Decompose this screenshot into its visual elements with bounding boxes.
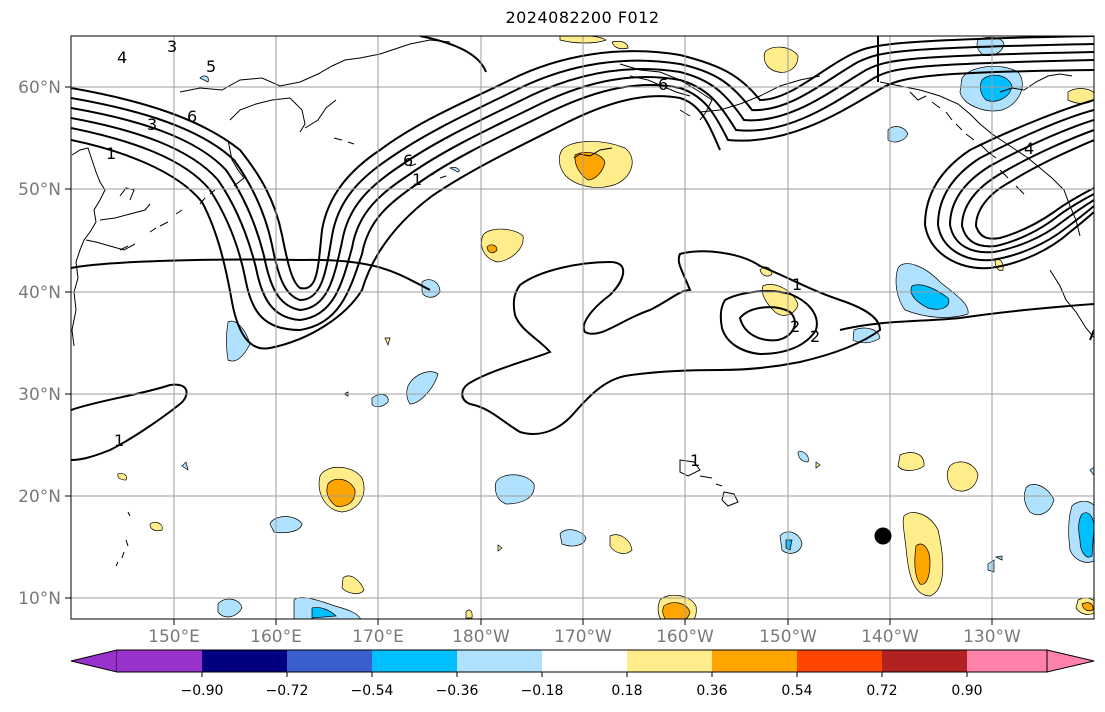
svg-text:1: 1	[412, 170, 422, 189]
svg-text:4: 4	[117, 48, 127, 67]
map-title: 2024082200 F012	[505, 8, 660, 27]
colorbar-tick-label: 0.18	[611, 683, 642, 699]
colorbar-segment	[117, 650, 202, 672]
colorbar-tick-label: −0.72	[266, 683, 309, 699]
colorbar-tick-label: −0.90	[181, 683, 224, 699]
colorbar-segment	[202, 650, 287, 672]
svg-text:1: 1	[690, 451, 700, 470]
colorbar-tick-label: 0.54	[781, 683, 812, 699]
longitude-labels: 150°E 160°E 170°E 180°W 170°W 160°W 150°…	[148, 627, 1021, 647]
colorbar-tick-label: 0.36	[696, 683, 727, 699]
colorbar-max-extend	[1046, 649, 1095, 673]
svg-text:5: 5	[206, 57, 216, 76]
svg-text:2: 2	[810, 327, 820, 346]
lat-label: 60°N	[18, 78, 61, 98]
lon-label: 170°E	[352, 627, 404, 647]
lon-label: 150°E	[148, 627, 200, 647]
lon-label: 140°W	[861, 627, 919, 647]
lon-label: 160°W	[656, 627, 714, 647]
colorbar-segment	[542, 650, 627, 672]
lat-label: 40°N	[18, 283, 61, 303]
marker-dot	[874, 527, 892, 545]
graticule	[71, 36, 1094, 619]
lon-label: 130°W	[963, 627, 1021, 647]
svg-text:6: 6	[403, 151, 413, 170]
colorbar-tick-label: 0.72	[866, 683, 897, 699]
colorbar-min-extend	[70, 649, 118, 673]
colorbar-segment	[372, 650, 457, 672]
colorbar-segment	[797, 650, 882, 672]
lon-label: 150°W	[759, 627, 817, 647]
lat-label: 10°N	[18, 589, 61, 609]
axis-ticks	[65, 86, 993, 625]
lon-label: 180°W	[452, 627, 510, 647]
svg-text:3: 3	[167, 37, 177, 56]
svg-text:4: 4	[1024, 139, 1034, 158]
latitude-labels: 60°N 50°N 40°N 30°N 20°N 10°N	[18, 78, 61, 609]
lat-label: 50°N	[18, 180, 61, 200]
svg-text:3: 3	[147, 115, 157, 134]
svg-text:1: 1	[792, 275, 802, 294]
colorbar-segment	[627, 650, 712, 672]
svg-text:6: 6	[658, 75, 668, 94]
contour-lines	[71, 36, 1094, 461]
colorbar-tick-label: −0.18	[521, 683, 564, 699]
lat-label: 30°N	[18, 385, 61, 405]
colorbar-segment	[712, 650, 797, 672]
colorbar-segment	[967, 650, 1047, 672]
lon-label: 160°E	[250, 627, 302, 647]
svg-text:1: 1	[114, 431, 124, 450]
coastlines	[71, 39, 1094, 567]
colorbar-segment	[882, 650, 967, 672]
colorbar-tick-label: 0.90	[951, 683, 982, 699]
svg-text:1: 1	[106, 144, 116, 163]
contour-labels: 3 4 5 3 6 1 6 1 1 2 1 1 2 4 6	[106, 37, 1034, 470]
lon-label: 170°W	[554, 627, 612, 647]
colorbar-tick-label: −0.36	[436, 683, 479, 699]
colorbar-segment	[287, 650, 372, 672]
colorbar-tick-label: −0.54	[351, 683, 394, 699]
colorbar-segment	[457, 650, 542, 672]
lat-label: 20°N	[18, 487, 61, 507]
svg-text:2: 2	[790, 317, 800, 336]
svg-text:6: 6	[187, 107, 197, 126]
colorbar: −0.90 −0.72 −0.54 −0.36 −0.18 0.18 0.36 …	[70, 649, 1095, 699]
